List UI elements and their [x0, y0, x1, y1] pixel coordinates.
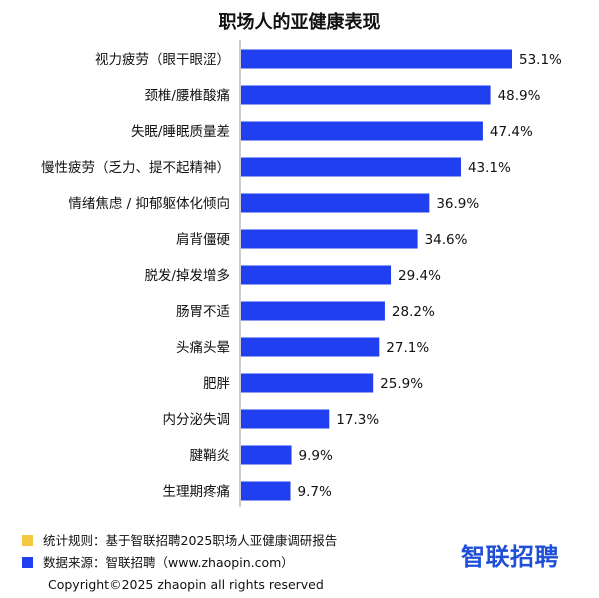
blue-square-icon	[22, 557, 33, 568]
bar	[241, 409, 330, 429]
value-label: 29.4%	[398, 268, 441, 284]
source-text: 数据来源：智联招聘（www.zhaopin.com）	[43, 555, 294, 570]
category-label: 情绪焦虑 / 抑郁躯体化倾向	[68, 196, 230, 212]
bar	[241, 265, 392, 285]
value-label: 17.3%	[336, 412, 379, 428]
legend-source: 数据来源：智联招聘（www.zhaopin.com）	[22, 552, 294, 571]
value-label: 47.4%	[490, 124, 533, 140]
bar	[241, 157, 461, 177]
value-label: 36.9%	[436, 196, 479, 212]
category-label: 失眠/睡眠质量差	[131, 124, 230, 140]
bar	[241, 337, 380, 357]
bar	[241, 193, 430, 213]
value-label: 53.1%	[519, 52, 562, 68]
category-label: 慢性疲劳（乏力、提不起精神）	[41, 159, 230, 176]
bar	[241, 229, 418, 249]
category-label: 内分泌失调	[163, 412, 231, 428]
category-label: 脱发/掉发增多	[144, 267, 230, 284]
value-label: 48.9%	[498, 88, 541, 104]
brand-logo: 智联招聘	[461, 543, 559, 571]
bar-chart: 视力疲劳（眼干眼涩） 53.1% 颈椎/腰椎酸痛 48.9% 失眠/睡眠质量差 47.4%…	[41, 40, 562, 507]
legend-note: 统计规则：基于智联招聘2025职场人亚健康调研报告	[22, 530, 337, 549]
bar	[241, 121, 483, 141]
category-label: 肥胖	[203, 376, 230, 392]
yellow-square-icon	[22, 535, 33, 546]
chart-title: 职场人的亚健康表现	[218, 12, 381, 33]
category-label: 头痛头晕	[176, 339, 230, 356]
bar	[241, 373, 374, 393]
value-label: 9.7%	[298, 484, 332, 500]
category-label: 生理期疼痛	[163, 483, 231, 500]
bar	[241, 301, 385, 321]
value-label: 27.1%	[386, 340, 429, 356]
category-label: 肩背僵硬	[176, 232, 230, 248]
bar	[241, 85, 491, 105]
category-label: 颈椎/腰椎酸痛	[144, 87, 230, 104]
value-label: 28.2%	[392, 304, 435, 320]
value-label: 34.6%	[425, 232, 468, 248]
note-text: 统计规则：基于智联招聘2025职场人亚健康调研报告	[43, 533, 338, 548]
category-label: 腱鞘炎	[190, 448, 231, 464]
copyright-text: Copyright©2025 zhaopin all rights reserv…	[48, 577, 324, 592]
category-label: 视力疲劳（眼干眼涩）	[95, 51, 230, 68]
bar	[241, 49, 512, 69]
value-label: 43.1%	[468, 160, 511, 176]
value-label: 9.9%	[299, 448, 333, 464]
bar	[241, 445, 292, 465]
category-label: 肠胃不适	[176, 304, 230, 320]
value-label: 25.9%	[380, 376, 423, 392]
bar	[241, 481, 291, 501]
